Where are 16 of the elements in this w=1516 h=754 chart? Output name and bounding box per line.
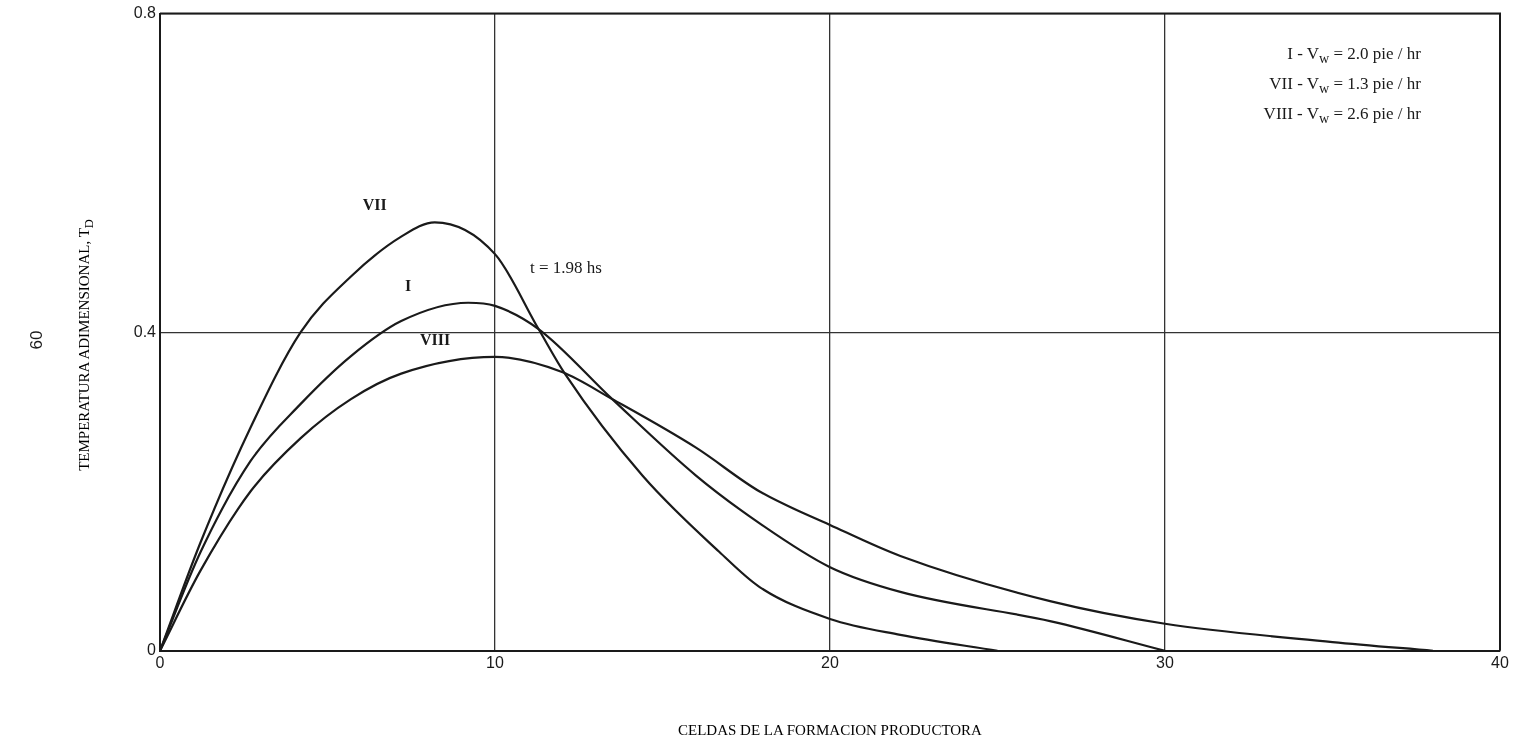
x-tick-label: 20 — [821, 653, 839, 671]
x-axis-title: CELDAS DE LA FORMACION PRODUCTORA — [677, 722, 983, 739]
y-tick-label: 0.4 — [133, 322, 157, 340]
series-label: VII — [362, 196, 387, 214]
annotation: VIII - V$_{w}$ = 2.6 pie / hr — [1263, 104, 1421, 128]
series-label: VIII — [419, 331, 451, 349]
annotation: I - V$_{w}$ = 2.0 pie / hr — [1287, 44, 1421, 68]
annotation: VII - V$_{w}$ = 1.3 pie / hr — [1269, 74, 1421, 98]
x-tick-label: 30 — [1156, 653, 1174, 671]
annotation: t = 1.98 hs — [530, 258, 602, 278]
x-tick-label: 10 — [486, 653, 504, 671]
y-tick-label: 0 — [147, 641, 157, 659]
series-label: I — [405, 276, 412, 294]
y-tick-label: 0.8 — [133, 4, 157, 22]
text: 60 — [27, 330, 48, 350]
x-tick-label: 40 — [1491, 653, 1509, 671]
